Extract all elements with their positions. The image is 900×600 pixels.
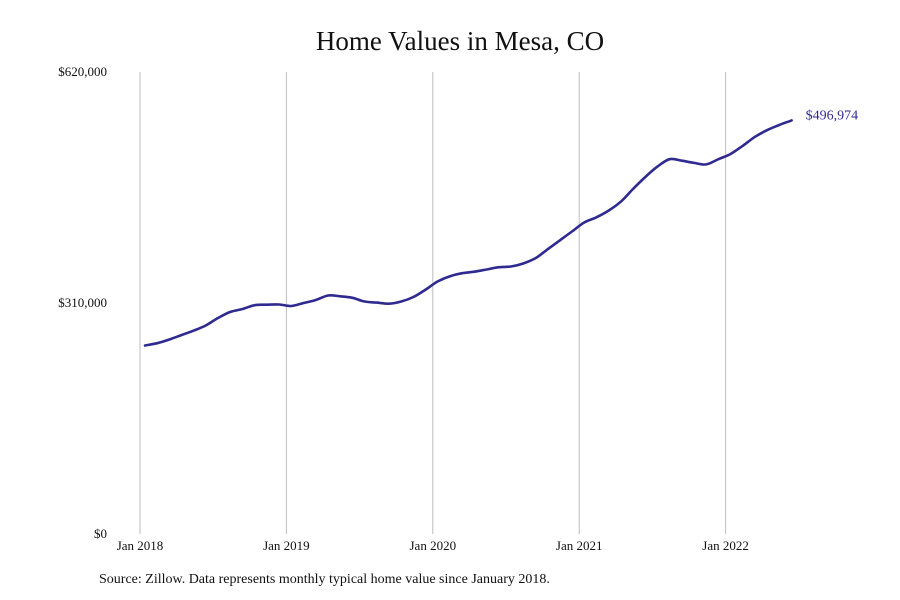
chart-title: Home Values in Mesa, CO	[315, 26, 605, 56]
x-tick-label: Jan 2020	[410, 538, 457, 553]
data-labels: $496,974	[806, 108, 859, 123]
y-tick-label: $0	[94, 526, 107, 541]
source-note: Source: Zillow. Data represents monthly …	[99, 572, 550, 587]
y-tick-label: $620,000	[58, 64, 107, 79]
gridlines	[139, 72, 727, 534]
series-lines	[143, 119, 793, 347]
x-axis-tick-labels: Jan 2018 Jan 2019 Jan 2020 Jan 2021 Jan 2022	[117, 538, 749, 553]
x-tick-label: Jan 2018	[117, 538, 164, 553]
y-axis-tick-labels: $0 $310,000 $620,000	[58, 64, 107, 541]
home-value-line	[143, 119, 793, 347]
x-tick-label: Jan 2022	[702, 538, 749, 553]
x-tick-label: Jan 2021	[556, 538, 603, 553]
end-value-label: $496,974	[806, 108, 859, 123]
x-tick-label: Jan 2019	[263, 538, 310, 553]
y-tick-label: $310,000	[58, 295, 107, 310]
